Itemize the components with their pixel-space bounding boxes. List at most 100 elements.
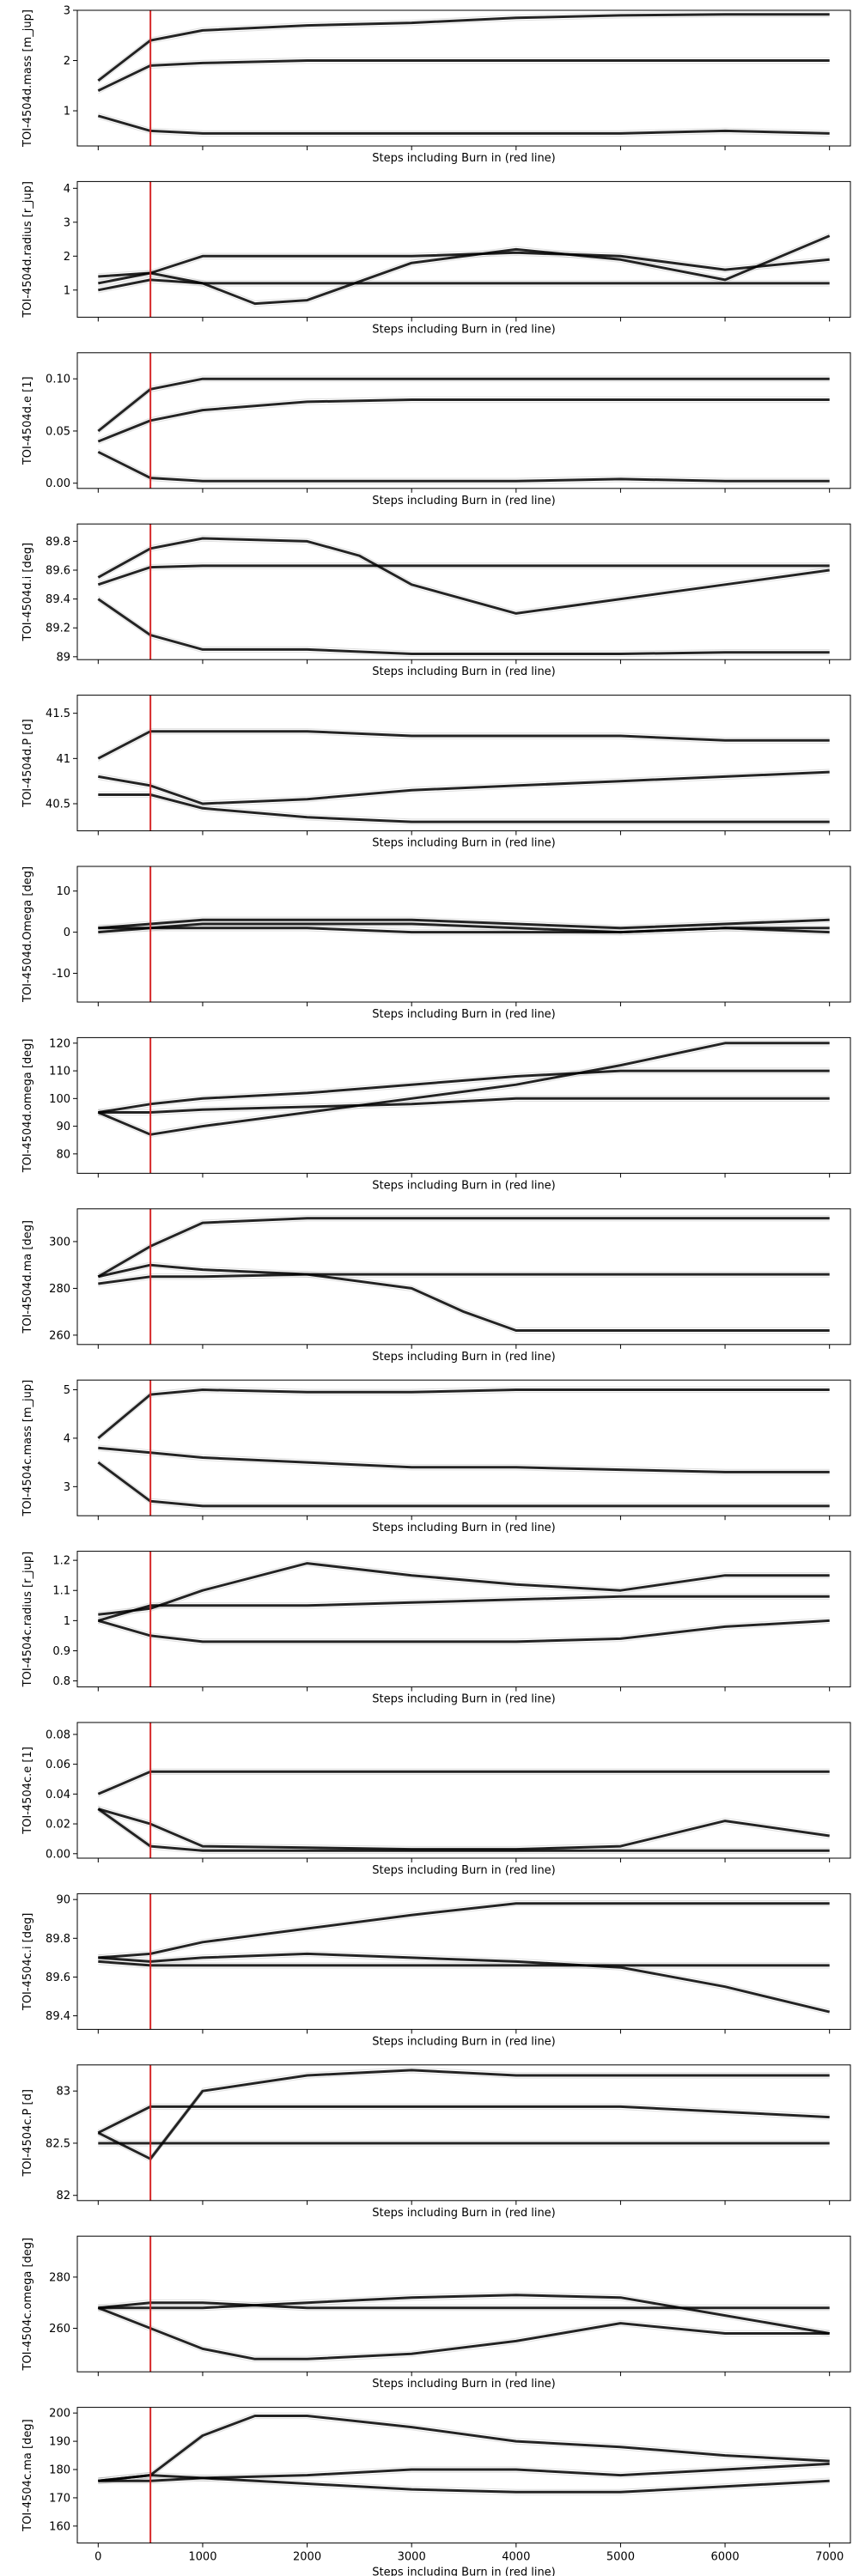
series-line-2	[98, 793, 830, 823]
y-tick-label: 110	[49, 1066, 70, 1078]
plot-area	[77, 866, 850, 1002]
plot-area	[77, 1380, 850, 1516]
walker-trace	[98, 1958, 830, 1964]
y-tick-label: 89.4	[46, 593, 70, 606]
y-tick-label: 0.10	[46, 374, 70, 386]
y-tick-label: 1	[64, 1615, 70, 1628]
y-tick-label: 89.2	[46, 623, 70, 635]
walker-trace	[98, 791, 830, 820]
series-line-0	[97, 1770, 830, 1795]
y-tick-label: 1	[64, 106, 70, 118]
walker-trace	[98, 774, 830, 807]
plot-area	[77, 1037, 850, 1174]
series-line-2	[98, 927, 830, 934]
y-tick-label: 3	[64, 5, 70, 18]
x-axis-label: Steps including Burn in (red line)	[372, 1864, 556, 1877]
x-axis-label: Steps including Burn in (red line)	[372, 495, 556, 507]
walker-trace	[98, 1955, 830, 2015]
y-tick-label: 89.6	[46, 564, 70, 577]
series-line-2	[97, 1807, 830, 1852]
x-tick-label: 3000	[398, 2551, 426, 2564]
walker-trace	[98, 2466, 830, 2484]
y-axis-label: TOI-4504d.P [d]	[21, 719, 34, 808]
axes-frame	[76, 1893, 851, 2030]
y-tick-label: 0.8	[52, 1675, 70, 1688]
axes-frame	[76, 695, 851, 832]
y-axis-label: TOI-4504d.radius [r_jup]	[21, 181, 34, 319]
y-axis-label: TOI-4504d.Omega [deg]	[21, 866, 34, 1003]
y-tick-label: 82	[56, 2190, 70, 2202]
walker-trace	[98, 2297, 830, 2337]
walker-trace	[98, 254, 830, 287]
series-line-1	[98, 1069, 830, 1114]
y-axis-label: TOI-4504c.P [d]	[21, 2089, 34, 2177]
axes-frame	[76, 2407, 851, 2544]
series-line-0	[97, 1217, 830, 1279]
walker-trace	[98, 568, 830, 588]
x-axis-label: Steps including Burn in (red line)	[372, 1008, 556, 1021]
y-tick-label: 4	[64, 183, 70, 196]
y-tick-label: 83	[56, 2086, 70, 2099]
y-tick-label: 2	[64, 251, 70, 264]
series-line-1	[97, 59, 830, 92]
panel-6: 80 90 100 110 120 Steps including Burn in (re…	[21, 1036, 851, 1192]
y-tick-label: 89.8	[46, 1933, 70, 1946]
y-axis-label: TOI-4504d.i [deg]	[21, 543, 34, 642]
y-axis-label: TOI-4504d.e [1]	[21, 376, 34, 465]
walker-trace	[98, 562, 830, 583]
series-line-2	[97, 450, 830, 483]
y-tick-label: 0.9	[52, 1645, 70, 1658]
y-tick-label: 300	[49, 1236, 70, 1249]
series-line-2	[97, 1595, 830, 1622]
y-tick-label: 10	[56, 885, 70, 898]
plot-area	[77, 181, 850, 318]
y-tick-label: 280	[49, 1283, 70, 1296]
walker-trace	[98, 1964, 830, 1969]
walker-trace	[98, 112, 830, 131]
x-tick-label: 7000	[815, 2551, 844, 2564]
series-line-1	[97, 398, 830, 443]
y-tick-label: 4	[64, 1432, 70, 1445]
series-line-0	[97, 1042, 830, 1136]
x-axis-label: Steps including Burn in (red line)	[372, 665, 556, 678]
series-line-0	[98, 2293, 830, 2335]
panel-9: 0.8 0.9 1 1.1 1.2 Steps including Burn in (re…	[21, 1551, 851, 1706]
y-tick-label: 260	[49, 1329, 70, 1342]
y-axis-label: TOI-4504d.ma [deg]	[21, 1220, 34, 1334]
walker-trace	[97, 1392, 830, 1442]
series-line-1	[97, 1619, 830, 1643]
y-tick-label: 3	[64, 1481, 70, 1494]
walker-trace	[98, 1261, 830, 1328]
x-axis-label: Steps including Burn in (red line)	[372, 1693, 556, 1706]
walker-trace	[98, 1598, 830, 1624]
x-axis-label: Steps including Burn in (red line)	[372, 2207, 556, 2220]
walker-trace	[97, 375, 830, 429]
series-line-0	[98, 234, 831, 306]
x-axis-label: Steps including Burn in (red line)	[372, 1522, 556, 1534]
walker-trace	[98, 1617, 830, 1640]
series-line-2	[97, 598, 830, 655]
walker-trace	[98, 2103, 830, 2131]
series-line-2	[98, 1097, 830, 1114]
walker-trace	[98, 1900, 830, 1956]
y-tick-label: 0.06	[46, 1759, 70, 1771]
walker-trace	[98, 1220, 830, 1280]
y-tick-label: 3	[64, 216, 70, 229]
plot-area	[77, 2064, 850, 2201]
axes-frame	[76, 1551, 851, 1688]
walker-trace	[98, 2418, 830, 2484]
y-axis-label: TOI-4504d.omega [deg]	[21, 1039, 34, 1174]
y-tick-label: 89.6	[46, 1971, 70, 1984]
x-tick-label: 0	[94, 2551, 101, 2564]
walker-trace	[98, 1559, 830, 1613]
walker-trace	[98, 733, 830, 762]
x-axis-label: Steps including Burn in (red line)	[372, 1351, 556, 1364]
walker-trace	[98, 2471, 830, 2490]
panel-5: -10 0 10 Steps including Burn in (red line)…	[21, 866, 851, 1021]
axes-frame	[76, 1036, 851, 1174]
y-tick-label: -10	[52, 968, 70, 981]
panel-4: 40.5 41 41.5 Steps including Burn in (red l…	[21, 695, 851, 850]
walker-trace	[98, 926, 830, 936]
walker-trace	[98, 1806, 830, 1847]
walker-trace	[97, 1386, 830, 1437]
